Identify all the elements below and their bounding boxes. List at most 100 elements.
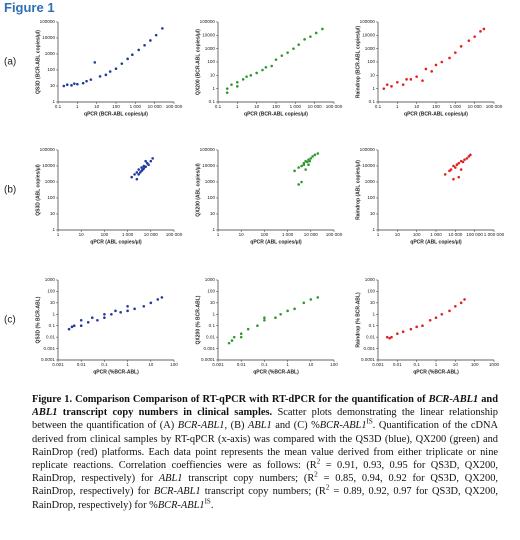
x-tick-label: 1: [236, 104, 239, 109]
data-point: [274, 58, 278, 61]
data-point: [482, 27, 486, 31]
data-point: [230, 83, 233, 86]
x-axis-label: qPCR (%BCR-ABL): [253, 369, 299, 375]
x-tick-label: 1 000: [130, 104, 142, 109]
x-axis-label: qPCR (%BCR-ABL): [413, 369, 459, 375]
y-axis-label: Raindrop (% BCR-ABL): [355, 292, 361, 348]
caption-run: 2: [316, 457, 321, 466]
y-tick-label: 10: [210, 300, 216, 305]
x-tick-label: 10: [79, 232, 85, 237]
data-point: [302, 301, 306, 305]
data-point: [72, 324, 76, 328]
x-tick-label: 1 000: [450, 104, 462, 109]
data-point: [448, 309, 451, 313]
data-point: [138, 171, 142, 174]
y-tick-label: 100000: [40, 19, 56, 24]
data-point: [385, 83, 389, 86]
caption-run: .: [210, 499, 214, 511]
y-tick-label: 10: [50, 300, 56, 305]
y-tick-label: 100: [47, 289, 55, 294]
data-point: [454, 304, 457, 308]
caption-run: 2: [314, 470, 318, 479]
x-tick-label: 1: [57, 232, 60, 237]
data-point: [90, 316, 94, 320]
x-tick-label: 1: [217, 232, 220, 237]
data-point: [401, 83, 405, 86]
x-tick-label: 100 000: [486, 104, 503, 109]
x-tick-label: 100: [272, 104, 280, 109]
x-tick-label: 10: [308, 362, 314, 367]
data-point: [382, 87, 386, 90]
caption-run: and (C) %: [271, 420, 320, 432]
x-axis-label: qPCR (%BCR-ABL): [93, 369, 139, 375]
data-point: [388, 336, 391, 340]
data-point: [455, 163, 459, 167]
data-point: [110, 312, 113, 316]
y-tick-label: 0.0001: [41, 357, 55, 362]
caption-run: BCR-ABL1: [177, 420, 225, 432]
data-point: [147, 163, 150, 167]
y-tick-label: 100: [47, 67, 55, 72]
data-point: [316, 296, 320, 299]
caption-run: transcript copy numbers in clinical samp…: [57, 407, 273, 419]
data-point: [114, 309, 117, 313]
x-tick-label: 0.1: [215, 104, 222, 109]
y-tick-label: 10: [50, 83, 56, 88]
y-tick-label: 1000: [45, 179, 56, 184]
data-point: [321, 27, 324, 31]
data-point: [424, 67, 428, 71]
x-tick-label: 10 000: [148, 104, 162, 109]
caption-run: Figure 1. Comparison Comparison of RT-qP…: [32, 394, 429, 405]
caption-run: ABL1: [248, 420, 272, 432]
caption-run: BCR-ABL1: [157, 499, 205, 511]
caption-run: transcript copy numbers; (R: [200, 486, 326, 498]
data-point: [452, 164, 455, 168]
data-point: [297, 166, 300, 169]
data-point: [73, 82, 76, 85]
data-point: [130, 175, 133, 179]
data-point: [457, 161, 461, 165]
data-point: [452, 177, 455, 181]
data-point: [421, 79, 424, 82]
data-point: [286, 309, 289, 313]
data-point: [457, 175, 461, 179]
x-tick-label: 10 000: [308, 104, 322, 109]
caption-run: BCR-ABL1: [428, 394, 479, 405]
data-point: [297, 183, 300, 186]
caption-run: = 0.91, 0.93, 0.95 for QS3D, QX200, Rain…: [32, 460, 498, 485]
data-point: [434, 63, 438, 67]
caption-run: = 0.85, 0.94, 0.92 for QS3D, QX200, Rain…: [32, 473, 498, 498]
data-point: [225, 87, 229, 90]
data-point: [154, 33, 158, 37]
data-point: [227, 341, 231, 345]
data-point: [415, 325, 418, 329]
data-point: [256, 324, 259, 328]
y-tick-label: 0.1: [209, 323, 216, 328]
data-point: [137, 173, 140, 176]
y-tick-label: 100: [367, 59, 375, 64]
x-tick-label: 100: [330, 362, 338, 367]
x-tick-label: 100 000: [466, 232, 483, 237]
caption-run: transcript copy numbers; (R: [182, 473, 315, 485]
y-tick-label: 10: [210, 211, 216, 216]
data-point: [448, 56, 451, 60]
y-tick-label: 100000: [360, 147, 376, 152]
y-tick-label: 1: [52, 312, 55, 317]
y-tick-label: 0.1: [209, 99, 216, 104]
y-tick-label: 1: [372, 86, 375, 91]
data-point: [396, 81, 399, 84]
data-point: [465, 157, 469, 160]
data-point: [421, 324, 424, 328]
y-tick-label: 10000: [362, 33, 375, 38]
data-point: [479, 30, 482, 33]
data-point: [62, 84, 66, 88]
y-axis-label: QS3D (% BCR-ABL): [35, 296, 41, 343]
y-tick-label: 10000: [42, 35, 55, 40]
data-point: [96, 318, 99, 322]
data-point: [454, 166, 457, 169]
data-point: [302, 161, 306, 165]
data-point: [104, 73, 108, 77]
data-point: [156, 298, 160, 301]
data-point: [263, 318, 266, 322]
data-point: [313, 153, 317, 157]
